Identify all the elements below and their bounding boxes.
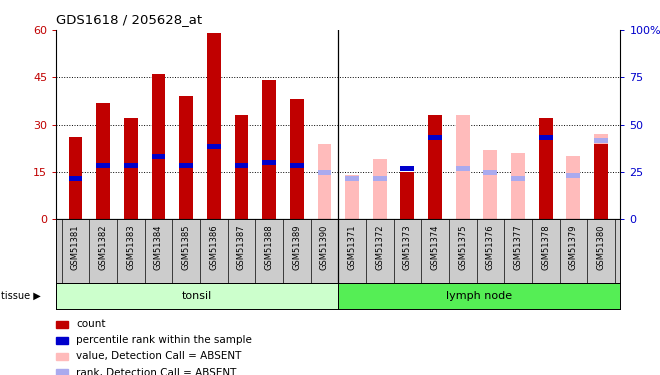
Text: GSM51384: GSM51384 [154,225,163,270]
Bar [456,115,470,219]
Bar [401,166,414,171]
Text: GDS1618 / 205628_at: GDS1618 / 205628_at [56,13,202,26]
Bar [566,172,580,178]
Text: GSM51376: GSM51376 [486,225,495,270]
Text: value, Detection Call = ABSENT: value, Detection Call = ABSENT [76,351,242,361]
Text: count: count [76,319,106,329]
Text: percentile rank within the sample: percentile rank within the sample [76,335,251,345]
Bar [124,118,138,219]
Bar [594,138,608,143]
Bar [207,144,220,149]
Text: rank, Detection Call = ABSENT: rank, Detection Call = ABSENT [76,368,236,375]
Bar [484,170,497,174]
Bar [428,115,442,219]
Text: tissue ▶: tissue ▶ [1,291,41,301]
Text: GSM51377: GSM51377 [513,225,523,270]
Bar [152,154,166,159]
Bar [262,160,276,165]
Bar [56,353,69,360]
Bar [373,176,387,181]
Bar [152,74,166,219]
Bar [594,144,608,219]
Text: GSM51383: GSM51383 [126,225,135,270]
Bar [69,137,82,219]
Bar [456,166,470,171]
Text: GSM51372: GSM51372 [376,225,384,270]
Bar [338,283,620,309]
Bar [345,176,359,181]
Bar [124,163,138,168]
Text: GSM51389: GSM51389 [292,225,301,270]
Bar [594,134,608,219]
Bar [484,150,497,219]
Text: GSM51378: GSM51378 [541,225,550,270]
Text: GSM51371: GSM51371 [348,225,356,270]
Bar [428,135,442,140]
Text: GSM51375: GSM51375 [458,225,467,270]
Bar [180,96,193,219]
Bar [96,103,110,219]
Bar [180,163,193,168]
Text: GSM51385: GSM51385 [182,225,191,270]
Text: GSM51390: GSM51390 [320,225,329,270]
Text: GSM51380: GSM51380 [597,225,605,270]
Text: GSM51387: GSM51387 [237,225,246,270]
Bar [539,135,552,140]
Bar [234,115,248,219]
Bar [96,163,110,168]
Bar [207,33,220,219]
Text: GSM51374: GSM51374 [430,225,440,270]
Text: lymph node: lymph node [446,291,512,301]
Text: GSM51373: GSM51373 [403,225,412,270]
Bar [56,321,69,328]
Bar [262,81,276,219]
Bar [56,369,69,375]
Text: GSM51381: GSM51381 [71,225,80,270]
Bar [539,137,552,219]
Text: GSM51382: GSM51382 [98,225,108,270]
Text: GSM51379: GSM51379 [569,225,578,270]
Bar [594,138,608,143]
Bar [345,175,359,219]
Bar [317,144,331,219]
Bar [290,99,304,219]
Bar [428,115,442,219]
Bar [234,163,248,168]
Bar [539,118,552,219]
Bar [69,176,82,181]
Bar [317,170,331,174]
Bar [373,159,387,219]
Bar [290,163,304,168]
Bar [511,153,525,219]
Text: GSM51386: GSM51386 [209,225,218,270]
Bar [401,172,414,219]
Bar [56,337,69,344]
Bar [511,176,525,181]
Text: GSM51388: GSM51388 [265,225,274,270]
Bar [566,156,580,219]
Text: tonsil: tonsil [182,291,213,301]
Bar [56,283,338,309]
